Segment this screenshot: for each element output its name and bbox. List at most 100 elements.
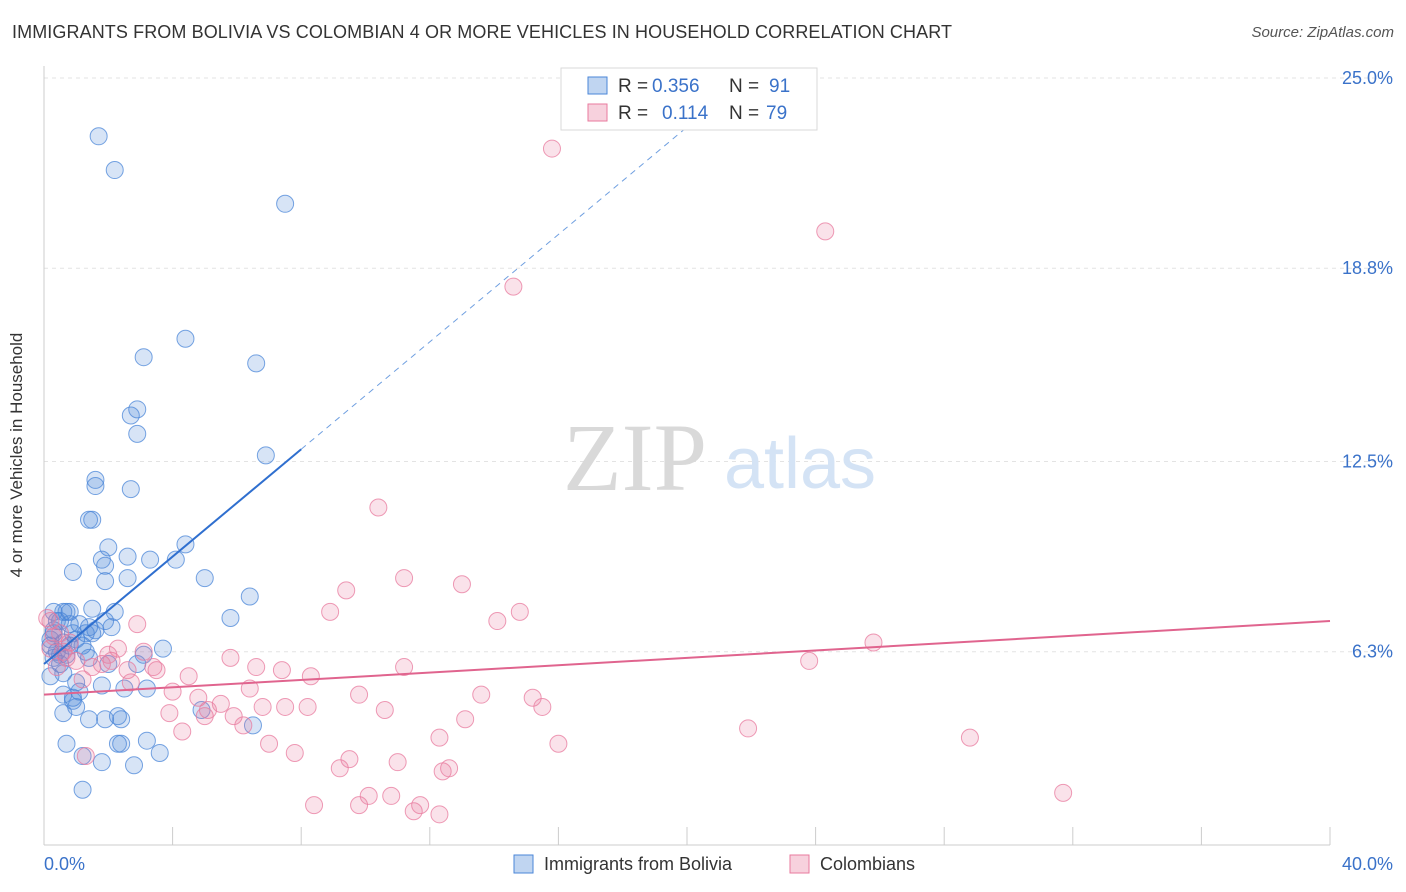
series-legend-swatch-colombians <box>789 854 810 874</box>
point-bolivia <box>195 569 214 588</box>
point-colombians <box>234 716 253 735</box>
point-colombians <box>359 786 378 805</box>
point-colombians <box>301 667 320 686</box>
x-tick-label: 40.0% <box>1342 854 1393 874</box>
series-legend-swatch-bolivia <box>513 854 534 874</box>
legend-n-label: N = <box>729 76 759 97</box>
point-bolivia <box>57 602 76 621</box>
point-colombians <box>128 615 147 634</box>
y-tick-label: 6.3% <box>1352 642 1393 662</box>
point-bolivia <box>83 510 102 529</box>
point-colombians <box>41 639 60 658</box>
point-colombians <box>1054 783 1073 802</box>
axes <box>43 66 1331 846</box>
point-bolivia <box>150 743 169 762</box>
point-colombians <box>276 697 295 716</box>
chart-title: IMMIGRANTS FROM BOLIVIA VS COLOMBIAN 4 O… <box>12 22 953 42</box>
legend-swatch-bolivia <box>587 76 608 95</box>
point-colombians <box>38 608 57 627</box>
point-colombians <box>960 728 979 747</box>
point-colombians <box>388 753 407 772</box>
point-bolivia <box>128 424 147 443</box>
point-bolivia <box>137 731 156 750</box>
legend-r-value-bolivia: 0.356 <box>652 76 700 97</box>
point-bolivia <box>96 572 115 591</box>
point-bolivia <box>57 734 76 753</box>
point-colombians <box>395 569 414 588</box>
legend-r-label-2: R = <box>618 103 648 124</box>
point-colombians <box>195 707 214 726</box>
point-colombians <box>504 277 523 296</box>
point-colombians <box>41 612 60 631</box>
point-colombians <box>144 658 163 677</box>
trend-line-bolivia-extension <box>300 73 752 450</box>
point-bolivia <box>70 615 89 634</box>
point-colombians <box>330 759 349 778</box>
stats-legend-box <box>560 67 818 131</box>
series-legend-label-colombians: Colombians <box>820 854 915 874</box>
point-bolivia <box>54 704 73 723</box>
point-bolivia <box>256 446 275 465</box>
point-colombians <box>350 685 369 704</box>
point-bolivia <box>118 569 137 588</box>
point-colombians <box>523 688 542 707</box>
gridlines <box>44 77 1392 653</box>
point-colombians <box>51 624 70 643</box>
point-colombians <box>369 498 388 517</box>
watermark-zip: ZIP <box>563 404 707 511</box>
point-bolivia <box>112 710 131 729</box>
x-tick-labels: 0.0% 40.0% <box>44 854 1393 874</box>
point-bolivia <box>176 329 195 348</box>
point-colombians <box>247 658 266 677</box>
legend-swatch-colombians <box>587 103 608 122</box>
point-colombians <box>134 642 153 661</box>
point-bolivia <box>76 642 95 661</box>
point-colombians <box>739 719 758 738</box>
point-colombians <box>240 679 259 698</box>
point-colombians <box>350 796 369 815</box>
point-bolivia <box>243 716 262 735</box>
point-colombians <box>83 658 102 677</box>
point-colombians <box>73 670 92 689</box>
point-colombians <box>382 786 401 805</box>
point-colombians <box>542 139 561 158</box>
point-bolivia <box>102 618 121 637</box>
point-bolivia <box>92 676 111 695</box>
point-colombians <box>452 575 471 594</box>
legend-r-label: R = <box>618 76 648 97</box>
point-colombians <box>395 658 414 677</box>
point-bolivia <box>86 477 105 496</box>
point-colombians <box>298 697 317 716</box>
point-colombians <box>47 658 66 677</box>
stats-legend: R = 0.356 N = 91 R = 0.114 N = 79 <box>560 67 818 131</box>
point-colombians <box>340 750 359 769</box>
point-bolivia <box>276 194 295 213</box>
series-legend-label-bolivia: Immigrants from Bolivia <box>544 854 733 874</box>
y-tick-label: 18.8% <box>1342 258 1393 278</box>
point-bolivia <box>105 161 124 180</box>
point-bolivia <box>166 550 185 569</box>
point-bolivia <box>141 550 160 569</box>
point-colombians <box>272 661 291 680</box>
point-colombians <box>253 697 272 716</box>
point-bolivia <box>121 480 140 499</box>
point-colombians <box>221 648 240 667</box>
point-colombians <box>472 685 491 704</box>
point-colombians <box>430 805 449 824</box>
y-tick-labels: 6.3% 12.5% 18.8% 25.0% <box>1342 68 1393 662</box>
point-bolivia <box>86 621 105 640</box>
point-colombians <box>430 728 449 747</box>
point-colombians <box>189 688 208 707</box>
point-bolivia <box>112 734 131 753</box>
watermark: ZIP atlas <box>563 404 876 511</box>
point-bolivia <box>92 753 111 772</box>
point-colombians <box>549 734 568 753</box>
point-colombians <box>179 667 198 686</box>
point-bolivia <box>108 707 127 726</box>
point-colombians <box>375 701 394 720</box>
point-bolivia <box>73 780 92 799</box>
point-colombians <box>321 602 340 621</box>
point-colombians <box>173 722 192 741</box>
point-bolivia <box>89 127 108 146</box>
